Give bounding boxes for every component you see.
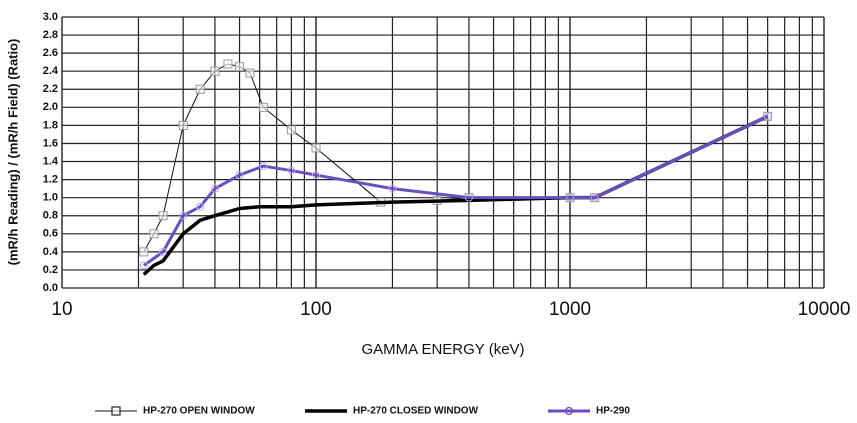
series: [139, 112, 772, 270]
marker: [158, 211, 168, 221]
y-tick-label: 1.4: [43, 155, 59, 167]
y-tick-label: 3.0: [43, 11, 58, 23]
marker: [245, 68, 255, 78]
y-tick-label: 0.4: [43, 246, 59, 258]
y-tick-label: 0.8: [43, 210, 58, 222]
marker: [195, 84, 205, 94]
marker: [149, 229, 159, 239]
legend: HP-270 OPEN WINDOW HP-270 CLOSED WINDOW HP…: [95, 406, 630, 417]
marker: [590, 193, 599, 202]
marker: [566, 193, 574, 202]
y-tick-label: 1.6: [43, 137, 58, 149]
marker: [139, 261, 148, 270]
legend-label: HP-270 CLOSED WINDOW: [353, 406, 479, 417]
x-tick-label: 1000: [549, 299, 591, 320]
y-axis-label: (mR/h Reading) / (mR/h Field) (Ratio): [5, 39, 20, 266]
y-tick-label: 1.0: [43, 192, 58, 204]
x-tick-label: 10000: [798, 299, 851, 320]
series-line: [143, 63, 768, 253]
marker: [111, 406, 121, 416]
marker: [312, 171, 320, 180]
series-line: [142, 115, 769, 267]
y-tick-label: 2.0: [43, 101, 58, 113]
marker: [196, 202, 205, 211]
y-tick-label: 0.6: [43, 228, 58, 240]
marker: [223, 59, 233, 69]
marker: [564, 406, 574, 416]
marker: [464, 193, 473, 202]
marker: [139, 247, 149, 257]
grid: [61, 16, 825, 289]
y-tick-label: 2.4: [43, 65, 59, 77]
marker: [259, 162, 268, 171]
y-tick-label: 0.0: [43, 282, 58, 294]
marker: [210, 184, 219, 193]
marker: [235, 62, 245, 72]
y-tick-label: 2.8: [43, 29, 58, 41]
y-tick-label: 2.6: [43, 47, 58, 59]
y-tick-label: 2.2: [43, 83, 58, 95]
marker: [258, 102, 268, 112]
marker: [286, 125, 296, 135]
marker: [287, 166, 296, 175]
y-tick-label: 1.2: [43, 174, 58, 186]
marker: [178, 120, 188, 130]
marker: [235, 171, 244, 180]
legend-label: HP-290: [596, 406, 630, 417]
x-tick-label: 100: [300, 299, 332, 320]
marker: [763, 112, 772, 121]
marker: [210, 66, 220, 76]
marker: [159, 247, 168, 256]
legend-label: HP-270 OPEN WINDOW: [143, 406, 255, 417]
y-tick-label: 1.8: [43, 119, 58, 131]
x-tick-label: 10: [51, 299, 72, 320]
marker: [311, 143, 321, 153]
y-tick-label: 0.2: [43, 264, 58, 276]
x-axis-label: GAMMA ENERGY (keV): [361, 341, 524, 358]
marker: [388, 184, 397, 193]
marker: [179, 211, 188, 220]
